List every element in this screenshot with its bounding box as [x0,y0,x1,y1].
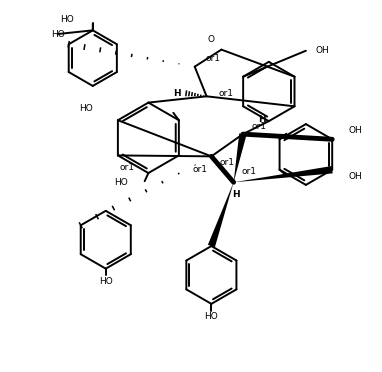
Text: OH: OH [348,172,362,181]
Text: HO: HO [79,104,93,113]
Text: HO: HO [51,29,65,39]
Text: H: H [173,89,181,98]
Text: HO: HO [204,312,218,321]
Text: OH: OH [348,126,362,135]
Polygon shape [234,166,333,182]
Text: or1: or1 [205,54,220,63]
Polygon shape [208,182,234,247]
Text: HO: HO [60,15,74,24]
Text: H: H [231,190,239,199]
Text: or1: or1 [251,122,266,131]
Text: O: O [208,35,215,44]
Text: H: H [259,115,266,124]
Text: or1: or1 [120,163,135,172]
Text: OH: OH [315,46,329,55]
Text: or1: or1 [219,89,233,98]
Text: HO: HO [114,178,128,187]
Text: or1: or1 [193,164,208,173]
Polygon shape [234,134,246,182]
Text: or1: or1 [242,167,257,176]
Text: or1: or1 [220,158,235,167]
Text: HO: HO [99,277,113,286]
